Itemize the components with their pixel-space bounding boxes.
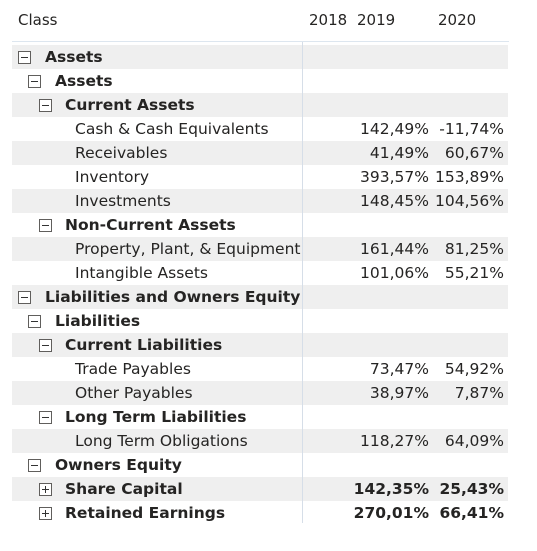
cell-2020: 54,92% (444, 360, 504, 378)
collapse-icon[interactable] (39, 339, 52, 352)
row-label: Assets (55, 72, 113, 90)
cell-2020: 25,43% (439, 480, 504, 498)
collapse-icon[interactable] (39, 411, 52, 424)
column-divider (302, 42, 303, 523)
row-label: Property, Plant, & Equipment (75, 240, 301, 258)
row-label: Share Capital (65, 480, 183, 498)
class-column-header[interactable]: Class (18, 11, 58, 29)
row-label: Owners Equity (55, 456, 182, 474)
table-row[interactable]: Owners Equity (12, 453, 508, 477)
collapse-icon[interactable] (28, 75, 41, 88)
cell-2019: 142,49% (360, 120, 429, 138)
table-row[interactable]: Current Liabilities (12, 333, 508, 357)
table-row[interactable]: Inventory 393,57% 153,89% (12, 165, 508, 189)
collapse-icon[interactable] (18, 51, 31, 64)
cell-2019: 161,44% (360, 240, 429, 258)
row-label: Liabilities (55, 312, 141, 330)
column-header-2018[interactable]: 2018 (309, 11, 348, 29)
table-row[interactable]: Current Assets (12, 93, 508, 117)
collapse-icon[interactable] (28, 459, 41, 472)
collapse-icon[interactable] (39, 219, 52, 232)
cell-2019: 142,35% (353, 480, 429, 498)
table-row[interactable]: Assets (12, 45, 508, 69)
row-label: Receivables (75, 144, 168, 162)
row-label: Current Liabilities (65, 336, 223, 354)
row-label: Cash & Cash Equivalents (75, 120, 269, 138)
cell-2020: 81,25% (444, 240, 504, 258)
row-label: Trade Payables (75, 360, 191, 378)
cell-2020: -11,74% (439, 120, 504, 138)
cell-2019: 270,01% (353, 504, 429, 522)
table-row[interactable]: Liabilities and Owners Equity (12, 285, 508, 309)
cell-2019: 38,97% (369, 384, 429, 402)
cell-2020: 55,21% (444, 264, 504, 282)
table-row[interactable]: Trade Payables 73,47% 54,92% (12, 357, 508, 381)
table-row[interactable]: Cash & Cash Equivalents 142,49% -11,74% (12, 117, 508, 141)
row-label: Inventory (75, 168, 150, 186)
cell-2019: 393,57% (360, 168, 429, 186)
table-row[interactable]: Retained Earnings 270,01% 66,41% (12, 501, 508, 525)
row-label: Liabilities and Owners Equity (45, 288, 301, 306)
collapse-icon[interactable] (39, 99, 52, 112)
table-row[interactable]: Long Term Liabilities (12, 405, 508, 429)
cell-2020: 7,87% (454, 384, 504, 402)
row-label: Long Term Obligations (75, 432, 248, 450)
table-row[interactable]: Investments 148,45% 104,56% (12, 189, 508, 213)
cell-2020: 66,41% (439, 504, 504, 522)
table-row[interactable]: Receivables 41,49% 60,67% (12, 141, 508, 165)
table-row[interactable]: Intangible Assets 101,06% 55,21% (12, 261, 508, 285)
row-label: Long Term Liabilities (65, 408, 247, 426)
table-row[interactable]: Long Term Obligations 118,27% 64,09% (12, 429, 508, 453)
table-row[interactable]: Non-Current Assets (12, 213, 508, 237)
table-row[interactable]: Other Payables 38,97% 7,87% (12, 381, 508, 405)
cell-2019: 118,27% (360, 432, 429, 450)
cell-2020: 104,56% (435, 192, 504, 210)
row-label: Investments (75, 192, 171, 210)
row-label: Current Assets (65, 96, 195, 114)
table-row[interactable]: Property, Plant, & Equipment 161,44% 81,25… (12, 237, 508, 261)
expand-icon[interactable] (39, 483, 52, 496)
row-label: Non-Current Assets (65, 216, 236, 234)
cell-2019: 73,47% (369, 360, 429, 378)
cell-2019: 148,45% (360, 192, 429, 210)
header-divider (12, 41, 509, 42)
cell-2020: 60,67% (444, 144, 504, 162)
matrix-header: Class 2018 2019 2020 (0, 0, 537, 40)
table-row[interactable]: Liabilities (12, 309, 508, 333)
row-label: Assets (45, 48, 103, 66)
table-row[interactable]: Assets (12, 69, 508, 93)
column-header-2019[interactable]: 2019 (357, 11, 396, 29)
collapse-icon[interactable] (18, 291, 31, 304)
table-row[interactable]: Share Capital 142,35% 25,43% (12, 477, 508, 501)
cell-2020: 153,89% (435, 168, 504, 186)
column-header-2020[interactable]: 2020 (438, 11, 477, 29)
row-label: Other Payables (75, 384, 193, 402)
row-label: Intangible Assets (75, 264, 208, 282)
cell-2020: 64,09% (444, 432, 504, 450)
collapse-icon[interactable] (28, 315, 41, 328)
cell-2019: 101,06% (360, 264, 429, 282)
expand-icon[interactable] (39, 507, 52, 520)
row-label: Retained Earnings (65, 504, 226, 522)
cell-2019: 41,49% (369, 144, 429, 162)
